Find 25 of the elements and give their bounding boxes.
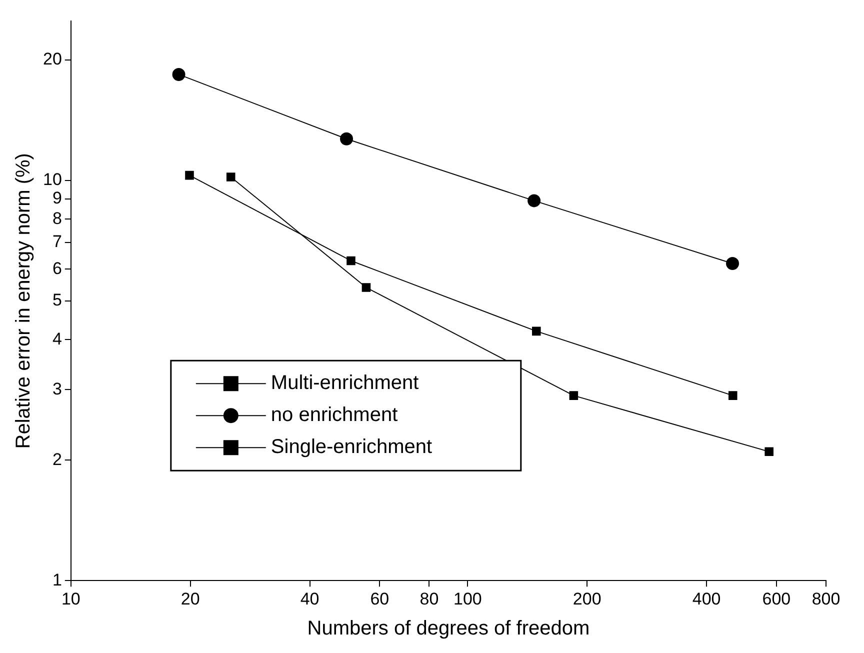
- x-axis-title: Numbers of degrees of freedom: [307, 618, 590, 640]
- x-tick-label: 100: [453, 589, 482, 608]
- y-tick-label: 5: [52, 290, 62, 310]
- x-tick-label: 60: [370, 589, 390, 608]
- y-tick-label: 6: [52, 258, 62, 278]
- y-tick-label: 8: [52, 208, 62, 228]
- x-tick-label: 400: [692, 589, 721, 608]
- x-tick-label: 200: [572, 589, 602, 608]
- y-tick-label: 4: [52, 329, 62, 348]
- y-tick-label: 1: [52, 570, 62, 590]
- y-tick-label: 20: [42, 50, 62, 69]
- y-tick-label: 10: [42, 170, 62, 190]
- x-tick-label: 40: [300, 589, 320, 608]
- y-axis-title: Relative error in energy norm (%): [12, 153, 35, 449]
- y-tick-label: 7: [52, 232, 62, 252]
- legend-label: Single-enrichment: [270, 436, 433, 458]
- x-tick-label: 20: [180, 589, 200, 608]
- x-tick-label: 80: [420, 589, 439, 608]
- legend-label: Multi-enrichment: [270, 372, 420, 394]
- legend-label: no enrichment: [270, 404, 398, 426]
- y-tick-label: 2: [52, 450, 62, 469]
- x-tick-label: 800: [812, 589, 840, 608]
- y-tick-label: 3: [52, 379, 62, 398]
- y-tick-label: 9: [52, 188, 62, 208]
- x-tick-label: 600: [762, 589, 791, 608]
